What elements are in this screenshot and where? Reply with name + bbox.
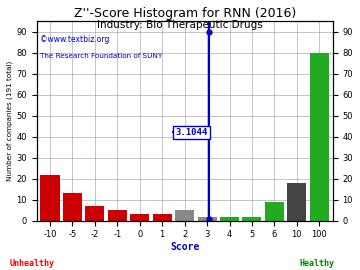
Bar [310, 53, 329, 221]
Bar [108, 210, 127, 221]
Bar [265, 202, 284, 221]
Bar [153, 214, 172, 221]
Bar [175, 210, 194, 221]
Bar [220, 217, 239, 221]
Bar [85, 206, 104, 221]
Y-axis label: Number of companies (191 total): Number of companies (191 total) [7, 61, 13, 181]
Bar [40, 174, 59, 221]
Text: 3.1044: 3.1044 [176, 128, 208, 137]
Text: Healthy: Healthy [299, 259, 334, 268]
Text: ©www.textbiz.org: ©www.textbiz.org [40, 35, 109, 44]
Text: Unhealthy: Unhealthy [10, 259, 55, 268]
Title: Z''-Score Histogram for RNN (2016): Z''-Score Histogram for RNN (2016) [73, 7, 296, 20]
Text: The Research Foundation of SUNY: The Research Foundation of SUNY [40, 53, 162, 59]
Bar [242, 217, 261, 221]
Bar [287, 183, 306, 221]
Bar [63, 193, 82, 221]
Bar [130, 214, 149, 221]
X-axis label: Score: Score [170, 242, 199, 252]
Text: Industry: Bio Therapeutic Drugs: Industry: Bio Therapeutic Drugs [97, 20, 263, 30]
Bar [198, 217, 217, 221]
